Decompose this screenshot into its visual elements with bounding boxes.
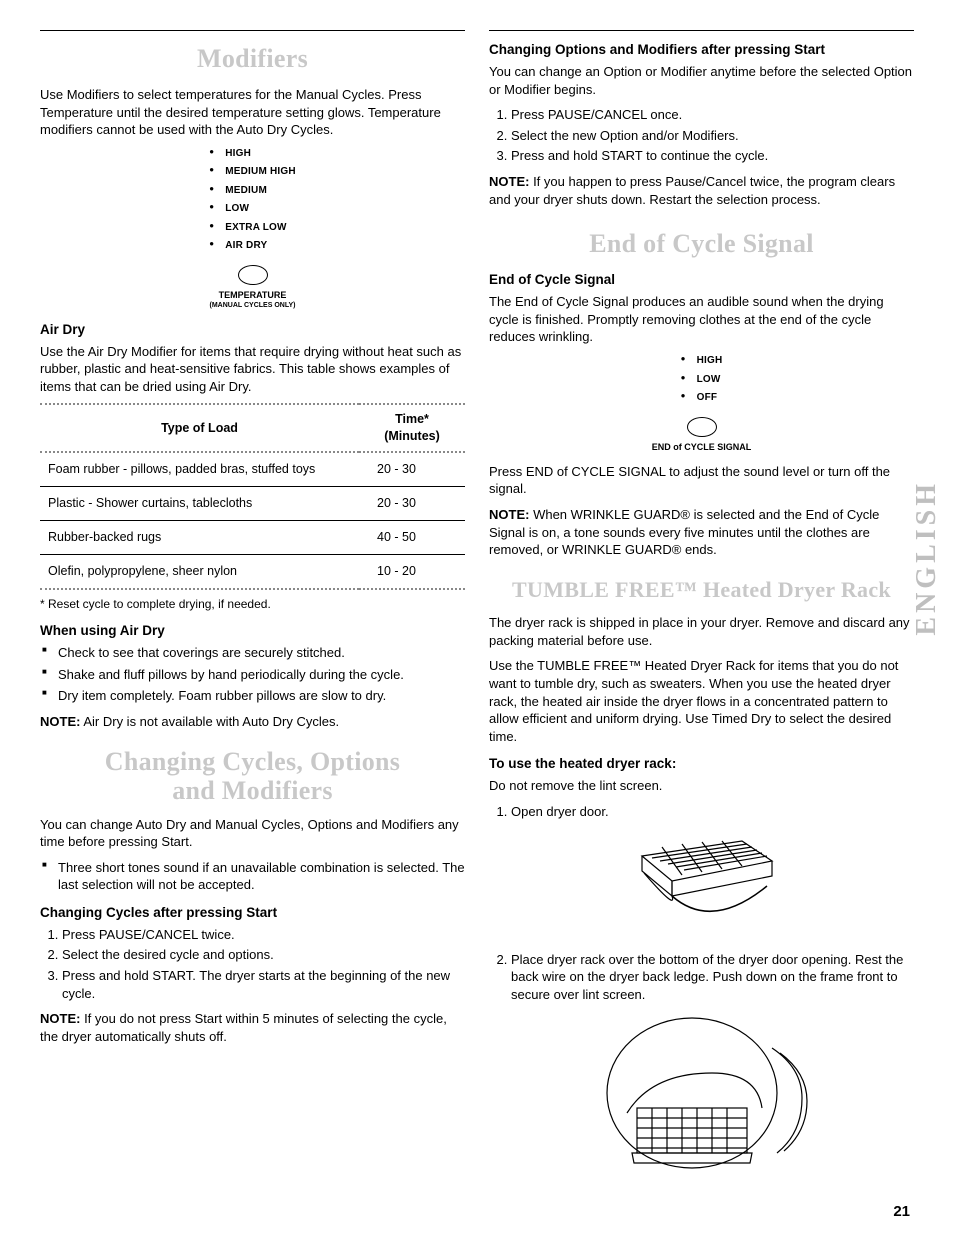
- temperature-label: TEMPERATURE: [40, 291, 465, 301]
- right-column: Changing Options and Modifiers after pre…: [489, 30, 914, 1183]
- temperature-block: HIGH MEDIUM HIGH MEDIUM LOW EXTRA LOW AI…: [40, 147, 465, 311]
- left-column: Modifiers Use Modifiers to select temper…: [40, 30, 465, 1183]
- tumble-sub: To use the heated dryer rack:: [489, 755, 914, 773]
- changing-note: NOTE: If you do not press Start within 5…: [40, 1010, 465, 1045]
- tumble-p3: Do not remove the lint screen.: [489, 777, 914, 795]
- page-number: 21: [893, 1202, 910, 1222]
- changing-steps: Press PAUSE/CANCEL twice. Select the des…: [40, 926, 465, 1002]
- language-side-label: ENGLISH: [908, 480, 946, 636]
- air-dry-note: NOTE: Air Dry is not available with Auto…: [40, 713, 465, 731]
- table-row: Olefin, polypropylene, sheer nylon10 - 2…: [40, 554, 465, 588]
- changing-title: Changing Cycles, Optionsand Modifiers: [40, 748, 465, 805]
- air-dry-footnote: * Reset cycle to complete drying, if nee…: [40, 596, 465, 612]
- changing-opts-heading: Changing Options and Modifiers after pre…: [489, 41, 914, 59]
- air-dry-heading: Air Dry: [40, 321, 465, 339]
- tumble-steps: Open dryer door.: [489, 803, 914, 821]
- table-row: Plastic - Shower curtains, tablecloths20…: [40, 487, 465, 521]
- when-air-dry-heading: When using Air Dry: [40, 622, 465, 640]
- dryer-rack-diagram-1: [489, 831, 914, 941]
- changing-sub1: Changing Cycles after pressing Start: [40, 904, 465, 922]
- table-row: Foam rubber - pillows, padded bras, stuf…: [40, 452, 465, 486]
- changing-bullets: Three short tones sound if an unavailabl…: [40, 859, 465, 894]
- eoc-title: End of Cycle Signal: [489, 226, 914, 261]
- eoc-button-icon: [687, 417, 717, 437]
- temperature-levels: HIGH MEDIUM HIGH MEDIUM LOW EXTRA LOW AI…: [209, 147, 296, 253]
- eoc-heading: End of Cycle Signal: [489, 271, 914, 289]
- dryer-rack-diagram-2: [489, 1013, 914, 1173]
- air-dry-intro: Use the Air Dry Modifier for items that …: [40, 343, 465, 396]
- tumble-steps-2: Place dryer rack over the bottom of the …: [489, 951, 914, 1004]
- air-dry-table: Type of Load Time* (Minutes) Foam rubber…: [40, 403, 465, 589]
- eoc-block: HIGH LOW OFF END of CYCLE SIGNAL: [489, 354, 914, 453]
- eoc-note: NOTE: When WRINKLE GUARD® is selected an…: [489, 506, 914, 559]
- temperature-sublabel: (MANUAL CYCLES ONLY): [40, 301, 465, 310]
- tumble-p1: The dryer rack is shipped in place in yo…: [489, 614, 914, 649]
- tumble-title: TUMBLE FREE™ Heated Dryer Rack: [489, 575, 914, 605]
- tumble-p2: Use the TUMBLE FREE™ Heated Dryer Rack f…: [489, 657, 914, 745]
- table-header-time: Time* (Minutes): [359, 404, 465, 452]
- modifiers-title: Modifiers: [40, 41, 465, 76]
- eoc-levels: HIGH LOW OFF: [681, 354, 723, 405]
- when-air-dry-list: Check to see that coverings are securely…: [40, 644, 465, 705]
- temperature-button-icon: [238, 265, 268, 285]
- changing-opts-intro: You can change an Option or Modifier any…: [489, 63, 914, 98]
- tumble-step2: Place dryer rack over the bottom of the …: [511, 951, 914, 1004]
- changing-opts-steps: Press PAUSE/CANCEL once. Select the new …: [489, 106, 914, 165]
- modifiers-intro: Use Modifiers to select temperatures for…: [40, 86, 465, 139]
- eoc-intro: The End of Cycle Signal produces an audi…: [489, 293, 914, 346]
- changing-intro: You can change Auto Dry and Manual Cycle…: [40, 816, 465, 851]
- table-header-type: Type of Load: [40, 404, 359, 452]
- changing-opts-note: NOTE: If you happen to press Pause/Cance…: [489, 173, 914, 208]
- eoc-label: END of CYCLE SIGNAL: [489, 443, 914, 453]
- eoc-press: Press END of CYCLE SIGNAL to adjust the …: [489, 463, 914, 498]
- table-row: Rubber-backed rugs40 - 50: [40, 520, 465, 554]
- tumble-step1: Open dryer door.: [511, 803, 914, 821]
